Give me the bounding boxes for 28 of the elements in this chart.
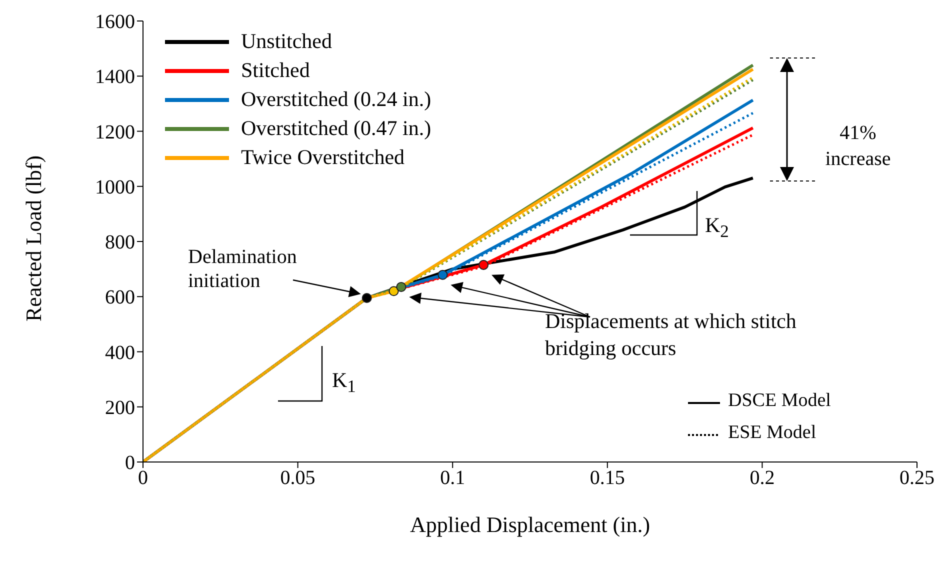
y-tick-label: 0	[125, 452, 135, 474]
y-tick-label: 400	[105, 342, 135, 364]
y-tick-label: 1400	[95, 66, 135, 88]
annotation: 41% increase	[824, 121, 892, 172]
annotation: Displacements at which stitch bridging occurs	[545, 308, 798, 362]
annotation: K$_{2}$	[705, 213, 729, 242]
annotation: Delamination initiation	[188, 245, 298, 293]
x-axis-title: Applied Displacement (in.)	[410, 512, 650, 537]
y-tick-label: 1200	[95, 121, 135, 144]
x-tick-label: 0.05	[280, 467, 316, 490]
annotation: K$_{1}$	[332, 368, 356, 398]
y-tick-label: 1000	[95, 176, 135, 198]
x-tick-label: 0.1	[440, 467, 466, 490]
y-tick-label: 800	[105, 232, 135, 254]
legend-label: Overstitched (0.47 in.)	[241, 115, 432, 142]
legend-label: Overstitched (0.24 in.)	[241, 86, 432, 113]
y-tick-label: 600	[105, 286, 135, 309]
x-tick-label: 0.15	[590, 467, 625, 490]
y-tick-label: 1600	[95, 11, 135, 34]
y-axis-title: Reacted Load (lbf)	[20, 155, 46, 322]
y-tick-label: 200	[105, 396, 135, 419]
legend-label: Stitched	[241, 57, 310, 84]
legend-label: Twice Overstitched	[241, 144, 405, 171]
annotation: DSCE Model	[728, 390, 831, 412]
annotation: ESE Model	[728, 422, 816, 444]
x-tick-label: 0.25	[900, 467, 934, 490]
legend-label: Unstitched	[241, 28, 332, 55]
x-tick-label: 0.2	[750, 467, 775, 490]
